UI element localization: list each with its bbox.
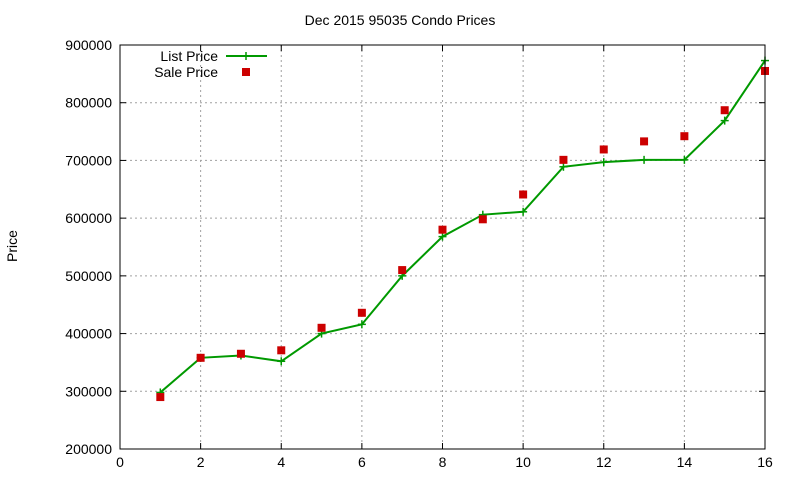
grid-lines [120, 45, 765, 449]
legend-marker-list-price [242, 52, 250, 60]
sale-price-point [236, 349, 245, 358]
legend-marker-sale-price [242, 68, 250, 76]
list-price-point [438, 232, 447, 241]
x-tick-label: 6 [358, 454, 366, 470]
x-tick-label: 10 [515, 454, 531, 470]
y-tick-label: 600000 [65, 210, 112, 226]
y-tick-label: 700000 [65, 152, 112, 168]
sale-price-point [559, 155, 568, 164]
y-tick-label: 400000 [65, 326, 112, 342]
sale-price-point [196, 353, 205, 362]
y-tick-label: 900000 [65, 37, 112, 53]
list-price-point [680, 155, 689, 164]
x-tick-label: 2 [197, 454, 205, 470]
plot-frame [119, 44, 766, 450]
sale-price-point [720, 106, 729, 115]
sale-price-point [277, 346, 286, 355]
list-price-point [357, 320, 366, 329]
sale-price-point [438, 225, 447, 234]
list-price-point [519, 207, 528, 216]
chart-series [156, 56, 769, 402]
x-tick-label: 0 [116, 454, 124, 470]
list-price-line [159, 60, 766, 394]
sale-price-point [398, 266, 407, 275]
list-price-point [559, 162, 568, 171]
x-tick-label: 4 [277, 454, 285, 470]
sale-price-point [680, 132, 689, 141]
sale-price-point [478, 215, 487, 224]
list-price-point [720, 116, 729, 125]
sale-price-point [599, 145, 608, 154]
sale-price-point [357, 308, 366, 317]
legend-label-sale-price: Sale Price [154, 64, 218, 80]
x-tick-label: 12 [596, 454, 612, 470]
axis-ticks: 0 2 4 6 8 10 12 14 16 200000 300000 400000 500000 600… [65, 37, 773, 470]
x-tick-label: 14 [677, 454, 693, 470]
list-price-point [640, 155, 649, 164]
sale-price-point [640, 137, 649, 146]
x-tick-label: 16 [757, 454, 773, 470]
y-tick-label: 800000 [65, 95, 112, 111]
sale-price-point [156, 393, 165, 402]
x-tick-label: 8 [439, 454, 447, 470]
y-tick-label: 200000 [65, 441, 112, 457]
list-price-point [277, 357, 286, 366]
list-price-point [599, 158, 608, 167]
legend-label-list-price: List Price [160, 48, 218, 64]
y-tick-label: 500000 [65, 268, 112, 284]
sale-price-point [317, 323, 326, 332]
chart-title: Dec 2015 95035 Condo Prices [304, 12, 496, 28]
sale-price-point [519, 190, 528, 199]
y-tick-label: 300000 [65, 383, 112, 399]
